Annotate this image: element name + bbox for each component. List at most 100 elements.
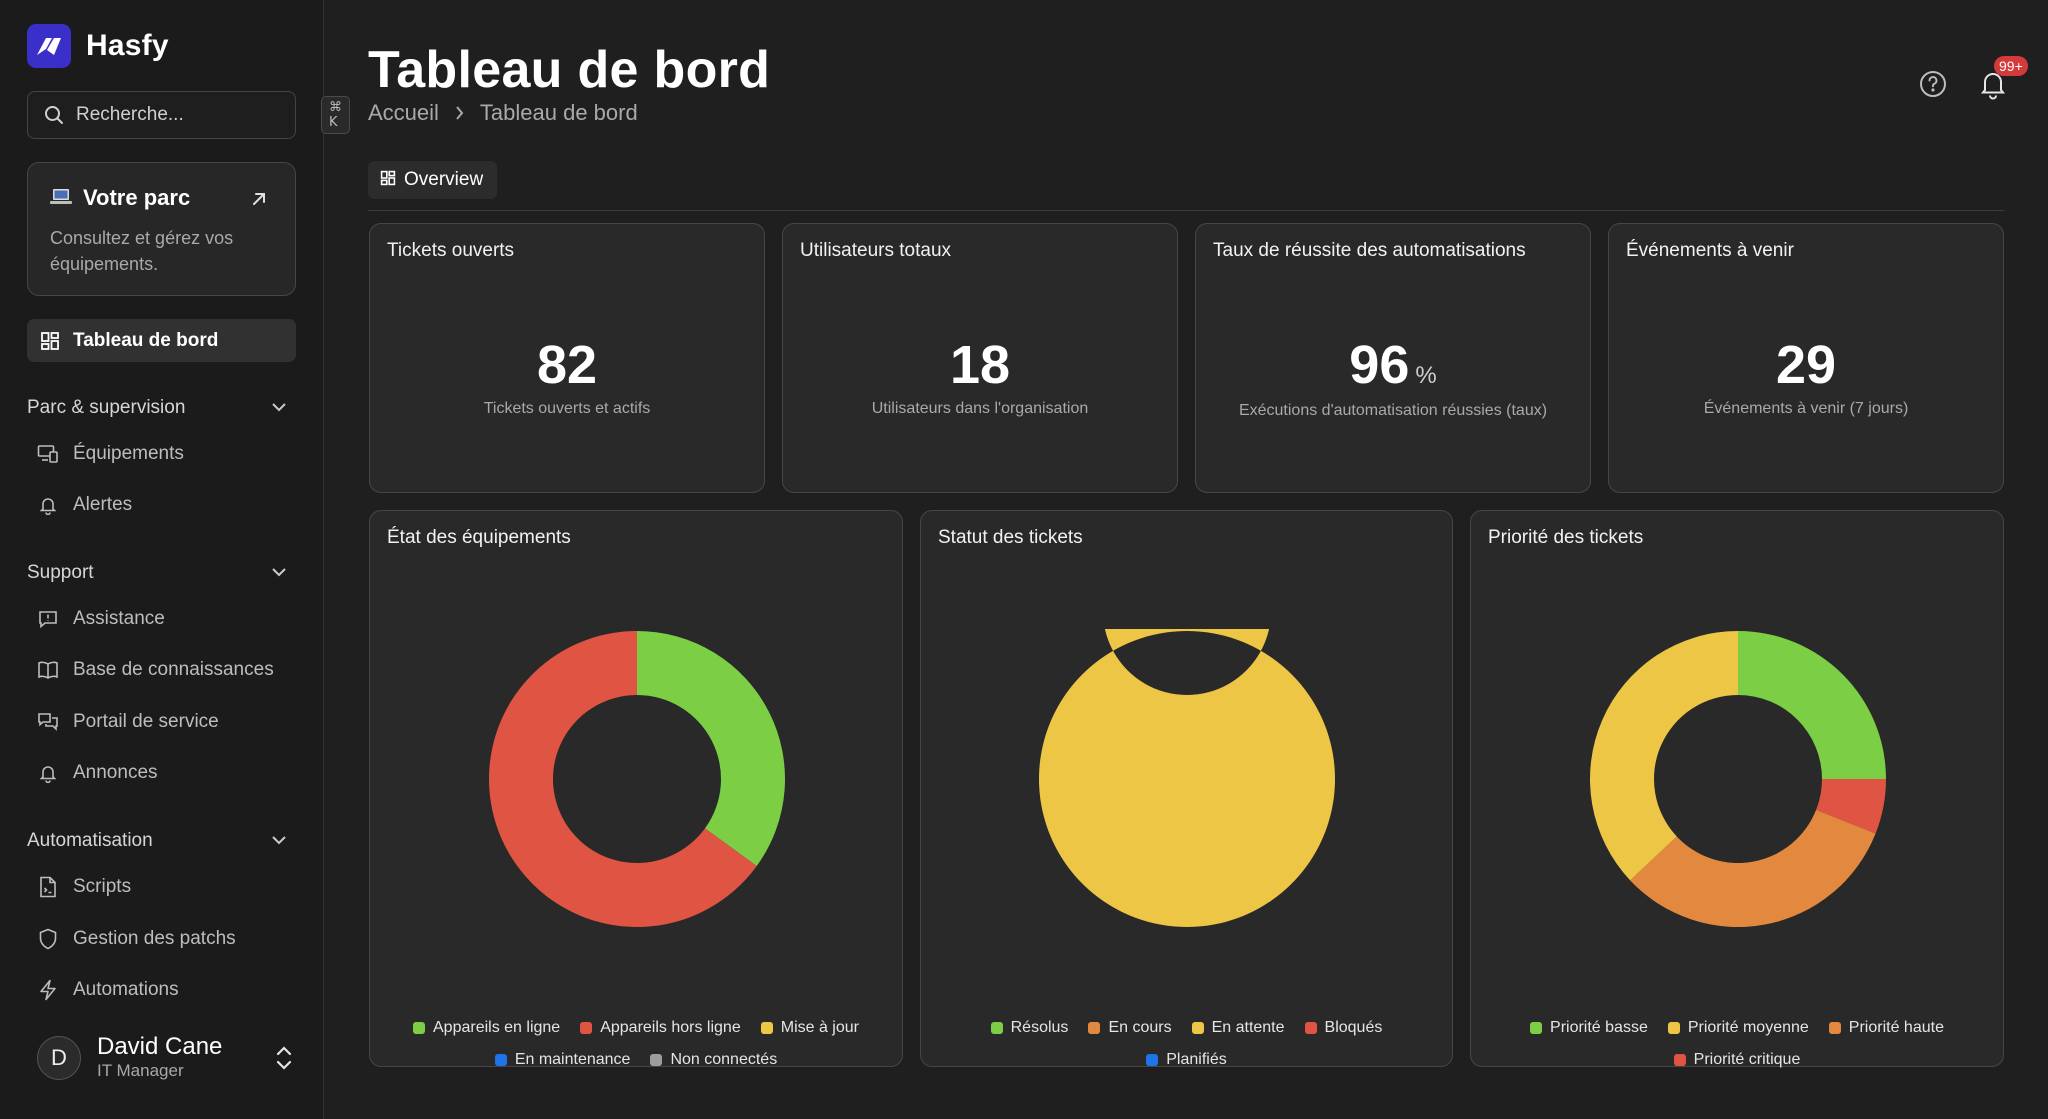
top-actions: 99+ <box>1918 56 2028 100</box>
sidebar-item-label: Équipements <box>73 443 184 464</box>
arrow-up-right-icon[interactable] <box>251 191 267 207</box>
donut-slice-priorite-moyenne[interactable] <box>1590 631 1738 881</box>
chart-card-equipment-status: État des équipements Appareils en ligne A… <box>369 510 903 1068</box>
kpi-card-open-tickets[interactable]: Tickets ouverts 82 Tickets ouverts et ac… <box>369 223 765 493</box>
legend-item-priorite-haute[interactable]: Priorité haute <box>1828 1013 1944 1043</box>
help-icon[interactable] <box>1918 69 1948 99</box>
user-menu[interactable]: D David Cane IT Manager <box>37 1034 296 1081</box>
legend-item-appareils-hors-ligne[interactable]: Appareils hors ligne <box>580 1013 741 1043</box>
chevron-down-icon <box>272 399 286 417</box>
legend-item-en-cours[interactable]: En cours <box>1088 1013 1172 1043</box>
legend-item-en-maintenance[interactable]: En maintenance <box>494 1045 631 1075</box>
kpi-number: 29 <box>1775 335 1837 395</box>
legend-swatch <box>1667 1022 1680 1034</box>
legend-swatch <box>1304 1022 1317 1034</box>
kpi-card-total-users[interactable]: Utilisateurs totaux 18 Utilisateurs dans… <box>782 223 1178 493</box>
chevrons-up-down-icon[interactable] <box>272 1043 296 1073</box>
legend-label: Non connectés <box>670 1051 778 1068</box>
chevron-down-icon <box>272 832 286 850</box>
sidebar-item-portail-service[interactable]: Portail de service <box>37 704 296 740</box>
legend-item-mise-a-jour[interactable]: Mise à jour <box>760 1013 859 1043</box>
legend-item-bloques[interactable]: Bloqués <box>1304 1013 1382 1043</box>
legend-swatch <box>1088 1022 1101 1034</box>
section-support[interactable]: Support <box>27 558 296 588</box>
legend-item-appareils-en-ligne[interactable]: Appareils en ligne <box>413 1013 560 1043</box>
tab-overview[interactable]: Overview <box>368 161 498 199</box>
legend-item-priorite-basse[interactable]: Priorité basse <box>1530 1013 1648 1043</box>
kpi-title: Taux de réussite des automatisations <box>1213 240 1526 261</box>
legend-label: Priorité moyenne <box>1687 1019 1809 1036</box>
sidebar-item-dashboard[interactable]: Tableau de bord <box>27 319 296 362</box>
kpi-card-automation-success[interactable]: Taux de réussite des automatisations 96%… <box>1195 223 1591 493</box>
kpi-title: Utilisateurs totaux <box>800 240 952 261</box>
fleet-card-title: Votre parc <box>83 185 191 210</box>
donut-slice-en-attente[interactable] <box>1038 629 1335 927</box>
search-box[interactable]: ⌘ K <box>27 91 350 139</box>
kpi-value: 96% <box>1196 334 1590 396</box>
legend-label: Résolus <box>1010 1019 1069 1036</box>
breadcrumb-current: Tableau de bord <box>479 100 638 125</box>
donut-chart <box>1590 631 1886 927</box>
sidebar-item-scripts[interactable]: Scripts <box>37 869 296 905</box>
notifications-button[interactable]: 99+ <box>1978 56 2028 100</box>
legend-swatch <box>650 1054 663 1066</box>
brand-logo <box>27 24 71 68</box>
bell-icon <box>1978 73 2008 104</box>
donut-slice-priorite-basse[interactable] <box>1738 631 1886 779</box>
legend-label: Mise à jour <box>780 1019 859 1036</box>
fleet-card[interactable]: Votre parc Consultez et gérez vos équipe… <box>27 162 296 296</box>
sidebar-item-annonces[interactable]: Annonces <box>37 755 296 791</box>
sidebar: Hasfy ⌘ K Votre parc Consultez et gérez … <box>0 0 350 1119</box>
kpi-number: 96 <box>1349 335 1410 395</box>
legend-item-priorite-moyenne[interactable]: Priorité moyenne <box>1667 1013 1809 1043</box>
lightning-icon <box>37 979 59 1001</box>
kpi-subtitle: Exécutions d'automatisation réussies (ta… <box>1238 402 1548 419</box>
legend-label: Priorité basse <box>1550 1019 1648 1036</box>
bell-icon <box>37 494 59 516</box>
fleet-card-description: Consultez et gérez vos équipements. <box>50 228 234 274</box>
message-alert-icon <box>37 608 59 630</box>
kpi-card-upcoming-events[interactable]: Événements à venir 29 Événements à venir… <box>1608 223 2004 493</box>
chevron-down-icon <box>272 564 286 582</box>
sidebar-item-assistance[interactable]: Assistance <box>37 601 296 637</box>
section-parc-supervision[interactable]: Parc & supervision <box>27 393 296 423</box>
legend-label: Planifiés <box>1166 1051 1227 1068</box>
brand-name: Hasfy <box>86 29 169 62</box>
section-label: Parc & supervision <box>27 397 186 418</box>
legend-label: En maintenance <box>514 1051 631 1068</box>
laptop-icon <box>50 187 72 210</box>
legend-item-non-connectes[interactable]: Non connectés <box>650 1045 777 1075</box>
chart-title: État des équipements <box>387 527 571 548</box>
sidebar-item-automations[interactable]: Automations <box>37 972 296 1008</box>
legend-swatch <box>580 1022 593 1034</box>
donut-chart <box>1038 629 1335 927</box>
breadcrumb-home[interactable]: Accueil <box>368 100 439 125</box>
user-role: IT Manager <box>97 1061 184 1080</box>
kpi-subtitle: Tickets ouverts et actifs <box>483 400 651 417</box>
legend-item-resolus[interactable]: Résolus <box>990 1013 1069 1043</box>
donut-slice-appareils-en-ligne[interactable] <box>637 631 785 866</box>
tab-bar: Overview <box>368 160 2004 211</box>
book-icon <box>37 659 59 681</box>
legend-item-planifies[interactable]: Planifiés <box>1146 1045 1227 1075</box>
legend-swatch <box>990 1022 1003 1034</box>
donut-slice-appareils-hors-ligne[interactable] <box>489 631 757 927</box>
legend-swatch <box>1828 1022 1841 1034</box>
search-input[interactable] <box>76 104 321 126</box>
legend-item-priorite-critique[interactable]: Priorité critique <box>1673 1045 1800 1075</box>
avatar: D <box>37 1036 81 1080</box>
sidebar-item-equipements[interactable]: Équipements <box>37 436 296 472</box>
donut-slice-priorite-haute[interactable] <box>1630 809 1876 927</box>
kpi-value: 82 <box>370 334 764 396</box>
sidebar-item-base-connaissances[interactable]: Base de connaissances <box>37 652 296 688</box>
messages-icon <box>37 711 59 733</box>
legend-swatch <box>494 1054 507 1066</box>
legend-label: En cours <box>1108 1019 1172 1036</box>
section-automatisation[interactable]: Automatisation <box>27 826 296 856</box>
legend-item-en-attente[interactable]: En attente <box>1191 1013 1285 1043</box>
section-label: Automatisation <box>27 830 153 851</box>
brand[interactable]: Hasfy <box>27 24 169 68</box>
donut-slice-priorite-critique[interactable] <box>1816 779 1886 834</box>
sidebar-item-alertes[interactable]: Alertes <box>37 487 296 523</box>
sidebar-item-gestion-patchs[interactable]: Gestion des patchs <box>37 921 296 957</box>
